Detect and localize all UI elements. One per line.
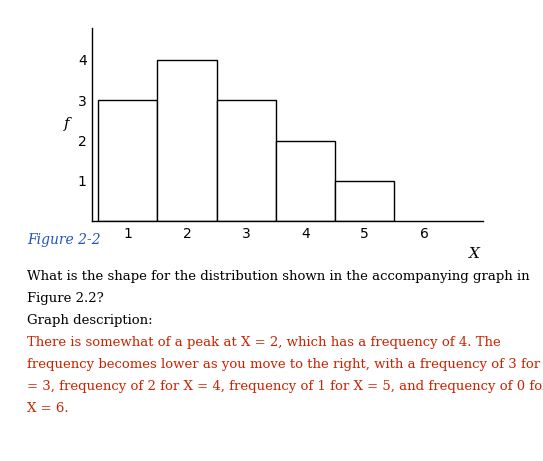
Bar [217, 100, 276, 221]
Text: What is the shape for the distribution shown in the accompanying graph in: What is the shape for the distribution s… [27, 270, 530, 283]
Text: There is somewhat of a peak at X = 2, which has a frequency of 4. The: There is somewhat of a peak at X = 2, wh… [27, 336, 501, 349]
Text: Figure 2-2: Figure 2-2 [27, 233, 101, 247]
Text: frequency becomes lower as you move to the right, with a frequency of 3 for X: frequency becomes lower as you move to t… [27, 358, 543, 371]
Bar [335, 181, 394, 221]
Y-axis label: f: f [64, 118, 70, 131]
Text: Figure 2.2?: Figure 2.2? [27, 292, 104, 305]
Text: X = 6.: X = 6. [27, 402, 69, 415]
Bar [276, 141, 335, 221]
Text: Graph description:: Graph description: [27, 314, 153, 327]
Text: X: X [469, 248, 480, 261]
Bar [157, 60, 217, 221]
Text: = 3, frequency of 2 for X = 4, frequency of 1 for X = 5, and frequency of 0 for: = 3, frequency of 2 for X = 4, frequency… [27, 380, 543, 393]
Bar [98, 100, 157, 221]
